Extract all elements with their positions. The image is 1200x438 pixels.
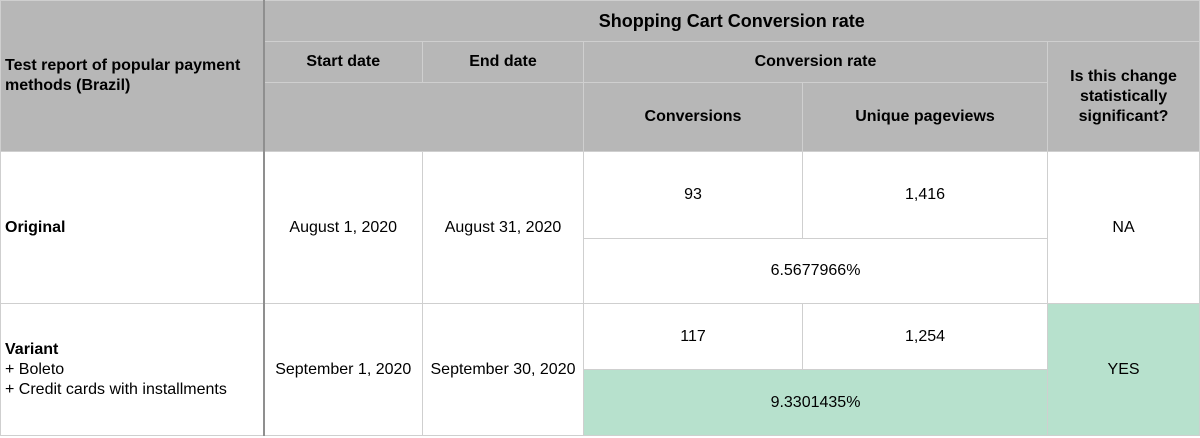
table-row: Variant + Boleto + Credit cards with ins… (0, 303, 1200, 436)
end-date-cell: August 31, 2020 (422, 151, 584, 304)
conversions-header: Conversions (583, 82, 803, 152)
pageviews-cell: 1,254 (802, 303, 1048, 370)
variant-name: Variant (5, 340, 59, 358)
row-name-variant: Variant + Boleto + Credit cards with ins… (0, 303, 265, 436)
variant-detail: + Boleto (5, 360, 65, 378)
table-row: 6.5677966% (1, 238, 1200, 304)
rate-cell: 9.3301435% (583, 369, 1048, 436)
conversion-rate-header: Conversion rate (583, 41, 1048, 83)
conversions-cell: 93 (583, 151, 803, 239)
rate-cell: 6.5677966% (583, 238, 1048, 304)
table-title: Shopping Cart Conversion rate (262, 0, 1200, 42)
end-date-cell: September 30, 2020 (422, 303, 584, 436)
end-date-header: End date (422, 41, 584, 83)
significance-header: Is this change statistically significant… (1046, 41, 1200, 152)
row-header-cell: Test report of popular payment methods (… (0, 0, 265, 152)
row-name-original: Original (0, 151, 265, 304)
significance-cell: YES (1046, 303, 1200, 436)
conversions-cell: 117 (583, 303, 803, 370)
row-header-label: Test report of popular payment methods (… (5, 57, 241, 94)
start-date-cell: September 1, 2020 (263, 303, 423, 436)
start-date-header: Start date (263, 41, 423, 83)
table-row: 9.3301435% (1, 369, 1200, 436)
pageviews-cell: 1,416 (802, 151, 1048, 239)
table-row: Original August 1, 2020 August 31, 2020 … (0, 151, 1200, 304)
variant-detail: + Credit cards with installments (5, 380, 227, 398)
significance-cell: NA (1046, 151, 1200, 304)
pageviews-header: Unique pageviews (802, 82, 1048, 152)
start-date-cell: August 1, 2020 (263, 151, 423, 304)
date-header-filler (263, 82, 584, 152)
